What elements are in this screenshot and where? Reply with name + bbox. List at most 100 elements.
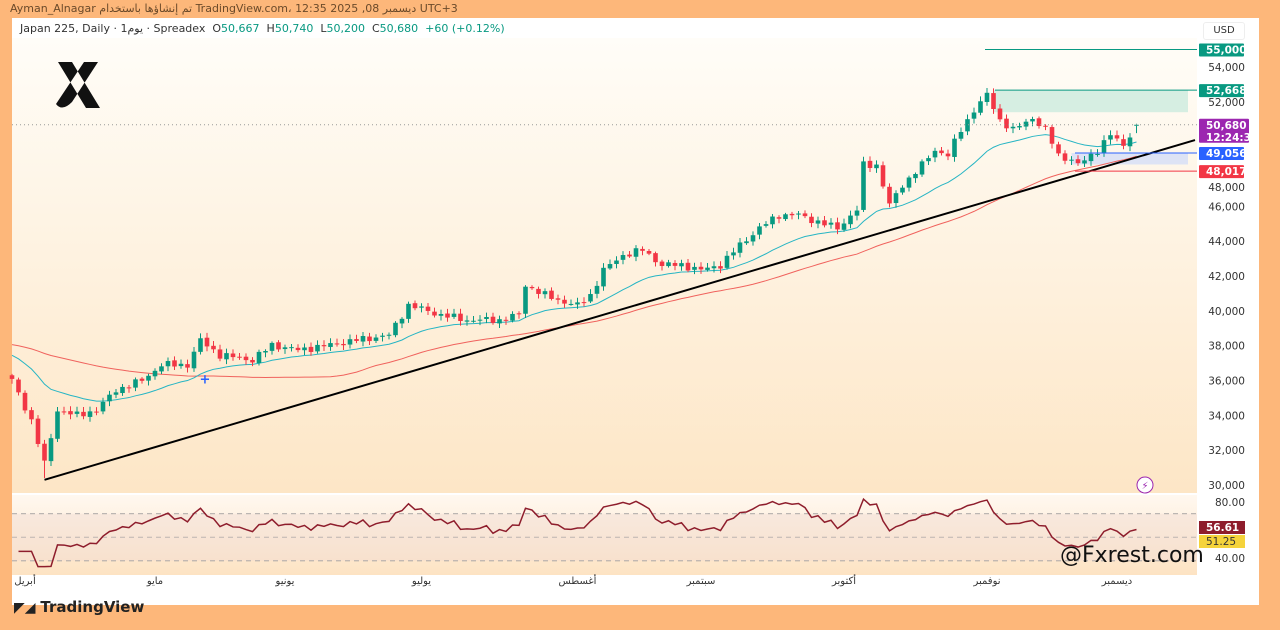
candle-body xyxy=(146,375,151,381)
candle-body xyxy=(1017,126,1022,128)
candle-body xyxy=(42,443,47,461)
ema-line xyxy=(11,134,1137,402)
candle-body xyxy=(328,343,333,347)
candle-body xyxy=(276,342,281,350)
candle-body xyxy=(737,242,743,253)
candle-body xyxy=(1114,135,1120,139)
candle-body xyxy=(9,375,15,379)
candle-body xyxy=(659,261,665,266)
change-value: +60 (+0.12%) xyxy=(425,22,505,35)
candle-body xyxy=(87,411,93,417)
symbol-legend: Japan 225, Daily · 1يوم · Spreadex O50,6… xyxy=(20,22,505,35)
price-axis-tick: 34,000 xyxy=(1208,410,1245,422)
candle-body xyxy=(1101,140,1107,154)
candle-body xyxy=(607,264,613,269)
watermark-text: @Fxrest.com xyxy=(1060,543,1204,568)
candle-body xyxy=(302,347,307,351)
rsi-pane[interactable] xyxy=(12,495,1197,575)
candle-body xyxy=(484,317,489,319)
candle-body xyxy=(107,394,112,402)
candle-body xyxy=(991,93,996,110)
candle-body xyxy=(880,165,886,187)
time-axis-label: أبريل xyxy=(14,574,36,587)
candle-body xyxy=(503,319,509,321)
lightning-icon xyxy=(1136,476,1154,494)
candle-body xyxy=(55,411,60,439)
candle-body xyxy=(562,299,567,304)
time-axis-label: أكتوبر xyxy=(831,574,856,587)
sma-line xyxy=(11,155,1137,378)
candle-body xyxy=(705,267,710,270)
trendline xyxy=(44,139,1196,481)
candle-body xyxy=(653,253,658,263)
candle-body xyxy=(763,224,769,226)
time-axis-label: يونيو xyxy=(275,576,295,587)
candle-body xyxy=(224,353,229,360)
candle-body xyxy=(861,161,866,210)
candle-body xyxy=(367,336,372,342)
candle-body xyxy=(126,387,132,389)
candle-body xyxy=(204,337,210,347)
symbol-name[interactable]: Japan 225, Daily · 1يوم · Spreadex xyxy=(20,22,206,35)
price-label-tag xyxy=(1199,84,1244,98)
open-value: 50,667 xyxy=(221,22,260,35)
candle-body xyxy=(874,164,879,169)
candle-body xyxy=(1127,137,1133,147)
candle-body xyxy=(347,339,353,345)
candle-body xyxy=(412,303,418,309)
candle-body xyxy=(295,347,301,351)
candle-body xyxy=(984,92,990,102)
candle-body xyxy=(334,343,340,345)
cross-marker-icon: + xyxy=(200,373,211,388)
candle-body xyxy=(159,366,164,372)
candle-body xyxy=(835,222,840,230)
candle-body xyxy=(601,267,606,287)
candle-body xyxy=(679,263,684,267)
candle-body xyxy=(978,101,983,113)
candle-body xyxy=(614,260,619,264)
rsi-line xyxy=(18,497,1137,568)
candle-body xyxy=(848,215,853,225)
currency-button[interactable]: USD xyxy=(1203,22,1245,40)
candle-body xyxy=(633,248,639,257)
candle-body xyxy=(1121,139,1126,146)
candle-body xyxy=(750,235,756,242)
candle-body xyxy=(802,213,808,217)
candle-body xyxy=(932,150,938,158)
price-label-tag xyxy=(1199,165,1244,179)
candle-body xyxy=(809,216,814,224)
candle-body xyxy=(997,108,1003,120)
candle-body xyxy=(217,349,223,359)
candle-body xyxy=(1036,118,1042,127)
candle-body xyxy=(250,359,255,363)
candle-body xyxy=(789,213,795,216)
brand-name: TradingView xyxy=(40,598,145,616)
candle-body xyxy=(1030,118,1035,122)
candle-body xyxy=(152,370,158,377)
candle-body xyxy=(510,313,515,321)
candle-body xyxy=(490,316,496,323)
candle-body xyxy=(380,335,385,337)
candle-body xyxy=(269,342,275,351)
close-label: C xyxy=(371,22,380,35)
candle-body xyxy=(451,313,457,317)
rsi-band-fill xyxy=(12,513,1197,561)
price-axis-tick: 42,000 xyxy=(1208,271,1245,283)
time-axis-label: ديسمبر xyxy=(1101,576,1132,587)
candle-body xyxy=(958,132,964,139)
candle-body xyxy=(815,220,821,224)
price-axis-tick: 36,000 xyxy=(1208,375,1245,387)
tradingview-logo: ◤◢ TradingView xyxy=(14,598,145,616)
candle-body xyxy=(256,351,262,363)
candle-body xyxy=(94,411,99,413)
candle-body xyxy=(393,322,398,336)
candle-body xyxy=(646,251,652,254)
price-axis-tick: 44,000 xyxy=(1208,236,1245,248)
candle-body xyxy=(464,320,470,322)
candle-body xyxy=(1108,135,1113,140)
candle-body xyxy=(588,294,593,302)
candle-body xyxy=(308,346,314,352)
price-axis-tick: 52,000 xyxy=(1208,97,1245,109)
close-value: 50,680 xyxy=(379,22,419,35)
